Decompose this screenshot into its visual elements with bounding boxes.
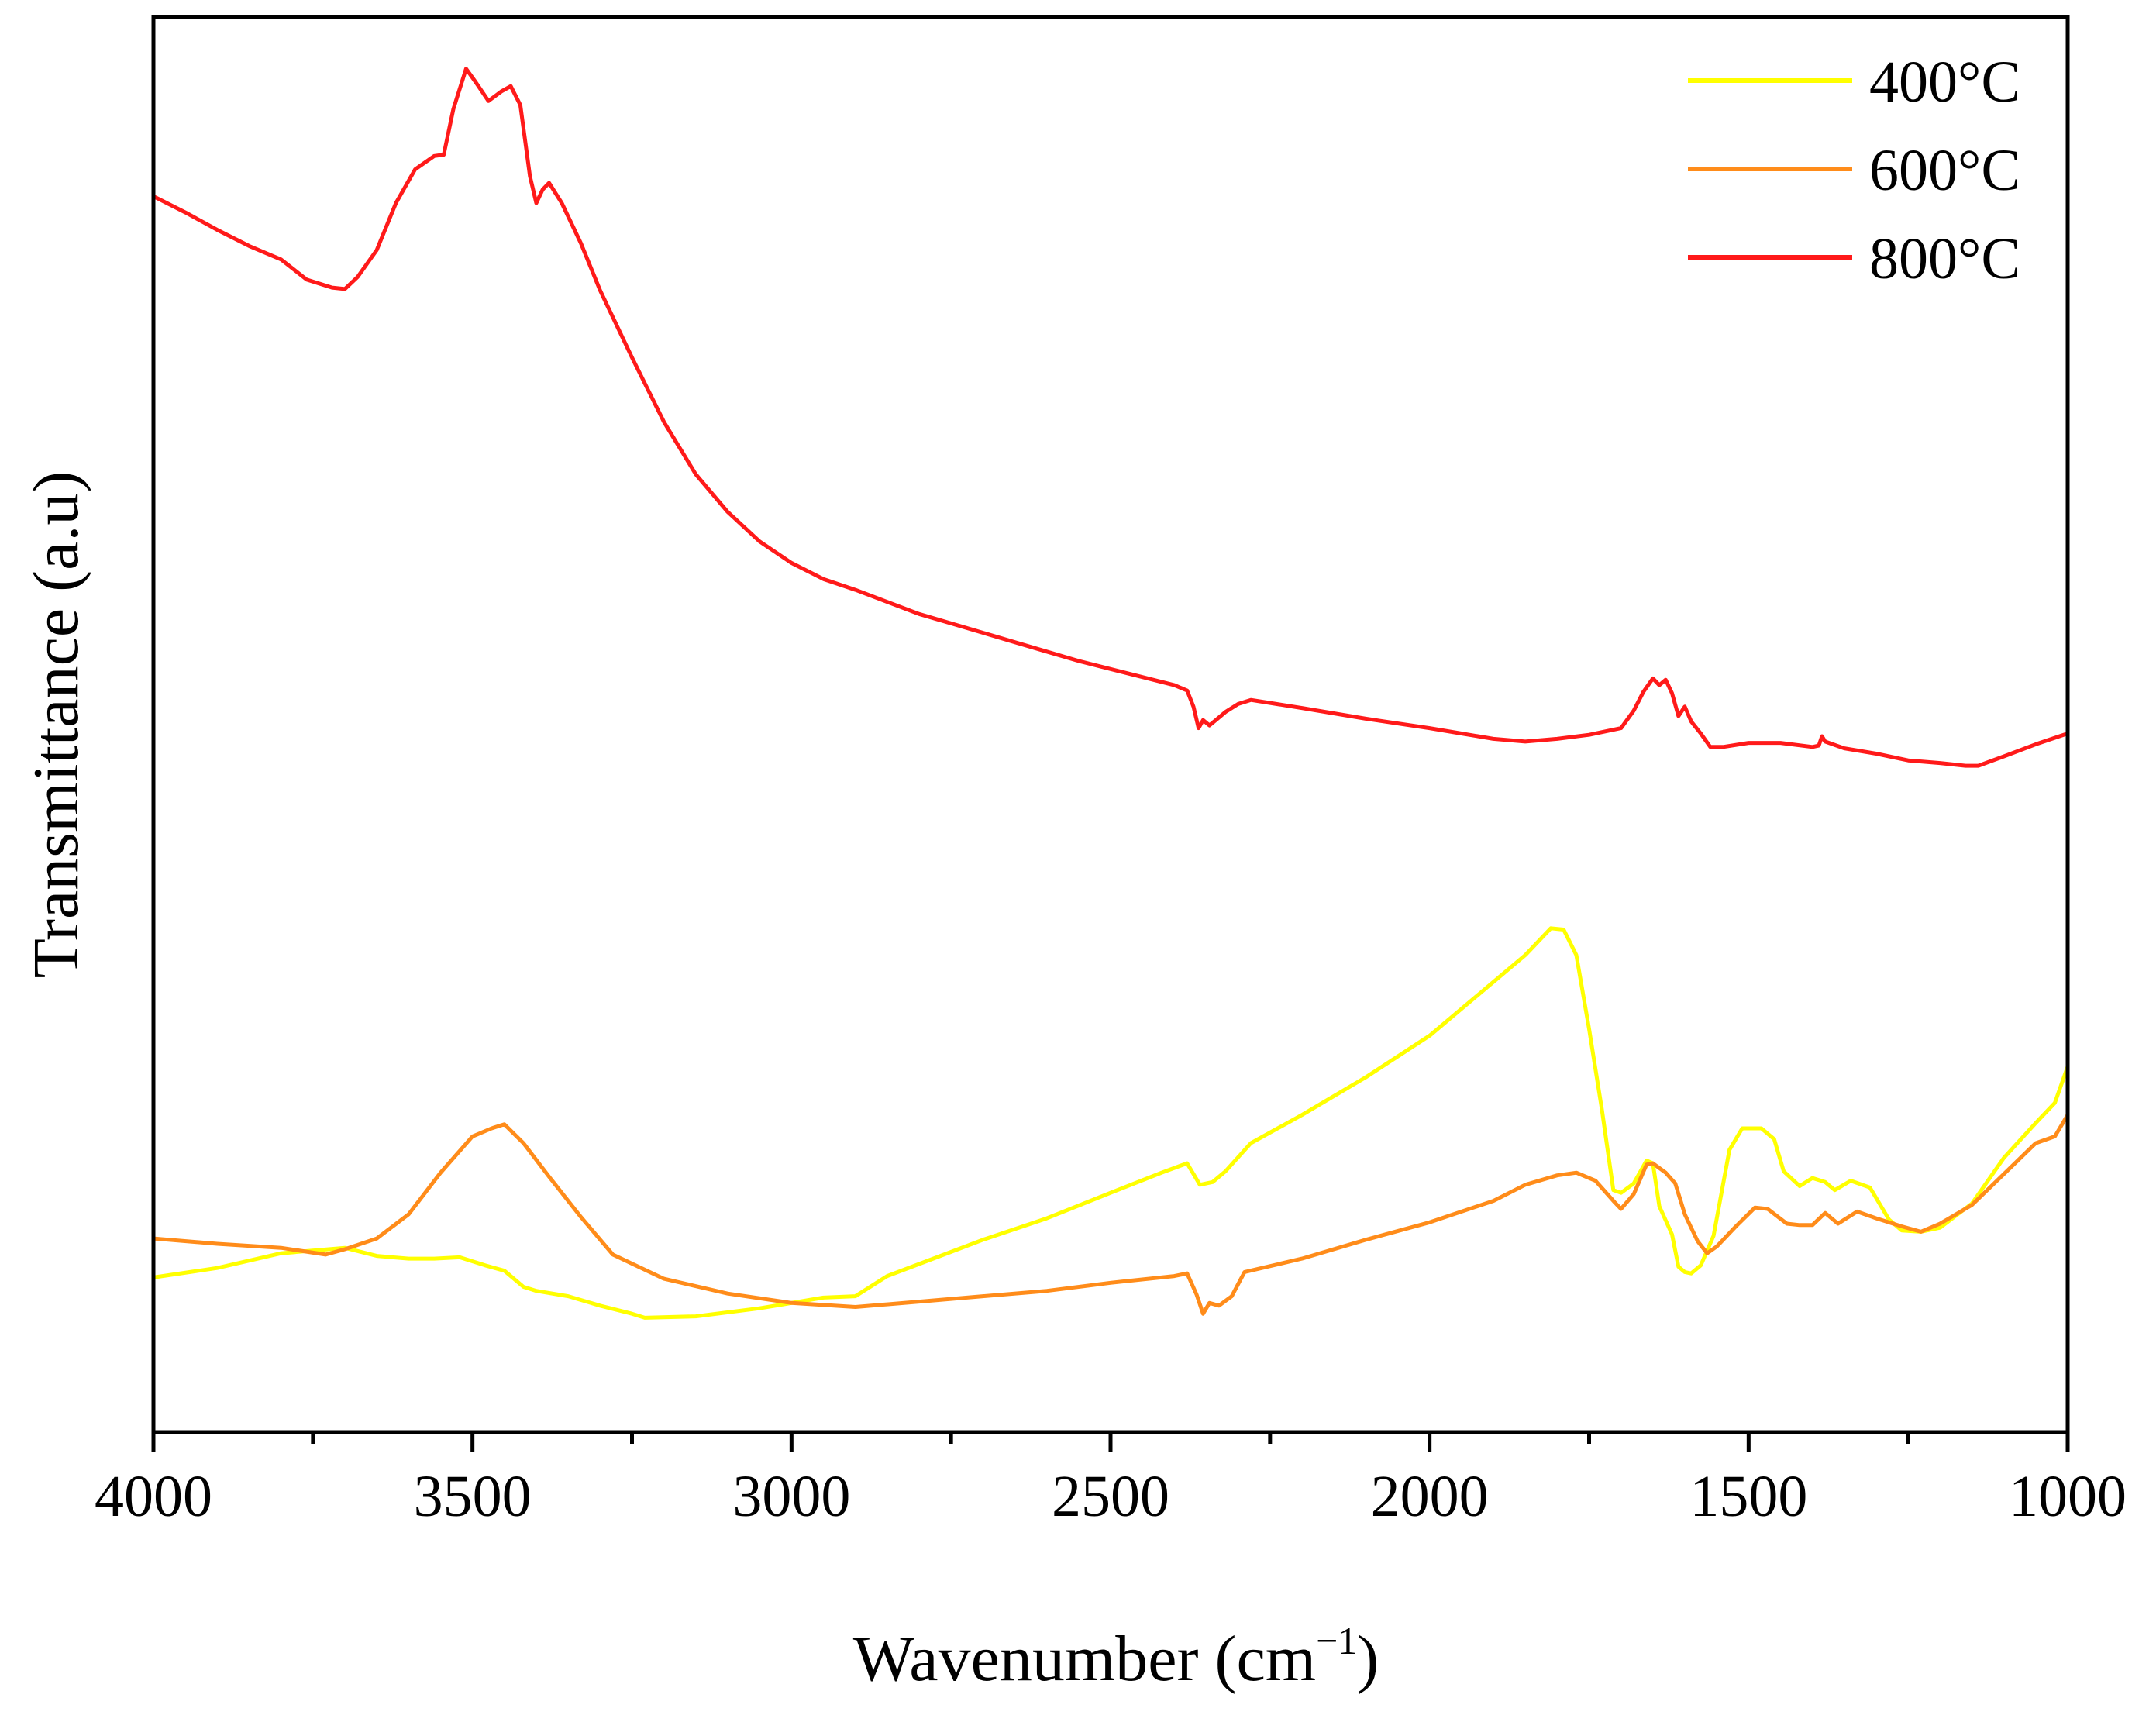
legend-label-2: 600°C bbox=[1869, 138, 2020, 203]
x-tick-label: 2000 bbox=[1371, 1464, 1489, 1529]
x-tick-label: 3000 bbox=[732, 1464, 850, 1529]
series-line-2 bbox=[151, 1113, 2070, 1316]
series-line-1 bbox=[151, 926, 2070, 1320]
x-tick-label: 1500 bbox=[1689, 1464, 1807, 1529]
x-tick-label: 1000 bbox=[2009, 1464, 2127, 1529]
x-axis-title-close: ) bbox=[1357, 1623, 1379, 1695]
x-tick-label: 3500 bbox=[414, 1464, 532, 1529]
y-axis-title: Transmittance (a.u) bbox=[20, 471, 92, 979]
x-tick-label: 4000 bbox=[95, 1464, 212, 1529]
series-layer bbox=[151, 67, 2070, 1320]
x-axis-title-superscript: −1 bbox=[1316, 1619, 1357, 1662]
legend-label-1: 400°C bbox=[1869, 50, 2020, 115]
x-axis-title-main: Wavenumber (cm bbox=[853, 1623, 1316, 1695]
x-axis-title: Wavenumber (cm−1) bbox=[853, 1619, 1379, 1695]
x-axis-ticks: 4000 3500 3000 2500 2000 1500 1000 bbox=[95, 1432, 2127, 1529]
legend-label-3: 800°C bbox=[1869, 226, 2020, 291]
x-tick-label: 2500 bbox=[1052, 1464, 1169, 1529]
series-line-3 bbox=[151, 67, 2070, 768]
legend: 400°C 600°C 800°C bbox=[1688, 50, 2020, 291]
